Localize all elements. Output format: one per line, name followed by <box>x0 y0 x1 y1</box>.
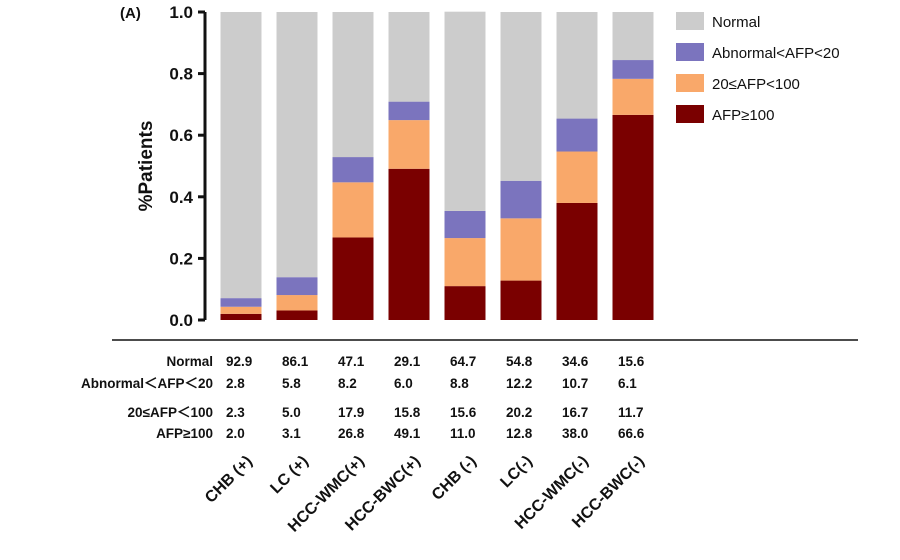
bar-segment-series-1 <box>444 238 486 287</box>
bar-segment-series-0 <box>444 286 486 320</box>
bar-segment-series-0 <box>220 313 262 320</box>
bar-segment-series-2 <box>500 180 542 219</box>
bar-segment-series-0 <box>556 202 598 320</box>
y-axis: 0.0 0.2 0.4 0.6 0.8 1.0 <box>169 3 207 330</box>
table-cell: 15.6 <box>450 405 477 420</box>
bar-segment-series-1 <box>276 295 318 311</box>
legend-swatch <box>676 12 704 30</box>
bar-segment-series-3 <box>612 12 654 61</box>
y-tick-label: 1.0 <box>169 3 193 22</box>
table-cell: 66.6 <box>618 426 645 441</box>
bar-segment-series-0 <box>612 114 654 320</box>
bar-segment-series-1 <box>332 182 374 238</box>
y-axis-label: %Patients <box>136 121 157 212</box>
table-cell: 92.9 <box>226 354 252 369</box>
legend: Normal Abnormal<AFP<20 20≤AFP<100 AFP≥100 <box>676 12 840 124</box>
bar-segment-series-2 <box>612 60 654 79</box>
table-cell: 16.7 <box>562 405 588 420</box>
table-cell: 34.6 <box>562 354 589 369</box>
legend-swatch <box>676 43 704 61</box>
legend-label: AFP≥100 <box>712 107 774 124</box>
legend-swatch <box>676 74 704 92</box>
bar-segment-series-0 <box>332 237 374 320</box>
table-cell: 11.7 <box>618 405 644 420</box>
bar-segment-series-1 <box>500 218 542 281</box>
table-cell: 38.0 <box>562 426 588 441</box>
table-cell: 2.0 <box>226 426 245 441</box>
table-cell: 86.1 <box>282 354 309 369</box>
y-tick-label: 0.0 <box>169 311 193 330</box>
x-category-labels: CHB (+) LC (+)HCC-WMC(+)HCC-BWC(+) CHB (-)… <box>202 453 648 536</box>
bar-segment-series-3 <box>388 12 430 102</box>
x-category-label: CHB (+) <box>202 453 256 507</box>
table-cell: 3.1 <box>282 426 301 441</box>
bar-segment-series-3 <box>220 12 262 299</box>
table-cell: 49.1 <box>394 426 421 441</box>
bar-segment-series-2 <box>332 157 374 183</box>
bar-segment-series-2 <box>556 118 598 152</box>
bar-segment-series-0 <box>276 310 318 320</box>
y-tick-label: 0.4 <box>169 188 193 207</box>
y-tick-label: 0.8 <box>169 65 193 84</box>
bar-segment-series-3 <box>444 11 486 211</box>
data-table: Normal 92.9 86.1 47.1 29.1 64.7 54.8 34.6 15.6 Ab… <box>81 354 645 441</box>
legend-label: 20≤AFP<100 <box>712 76 800 93</box>
table-cell: 15.6 <box>618 354 645 369</box>
bar-segment-series-0 <box>500 280 542 320</box>
table-row-label: AFP≥100 <box>156 426 213 441</box>
bar-segment-series-3 <box>500 12 542 181</box>
bar-segment-series-1 <box>388 120 430 169</box>
bar-segment-series-3 <box>276 12 318 278</box>
legend-swatch <box>676 105 704 123</box>
table-cell: 26.8 <box>338 426 365 441</box>
bar-segment-series-2 <box>388 101 430 121</box>
bar-segment-series-3 <box>556 12 598 119</box>
legend-label: Abnormal<AFP<20 <box>712 45 840 62</box>
table-cell: 64.7 <box>450 354 476 369</box>
table-cell: 20.2 <box>506 405 532 420</box>
x-category-label: LC(-) <box>497 453 535 491</box>
legend-label: Normal <box>712 14 760 31</box>
table-cell: 12.2 <box>506 376 532 391</box>
table-cell: 17.9 <box>338 405 364 420</box>
y-tick-label: 0.2 <box>169 249 193 268</box>
table-cell: 6.0 <box>394 376 413 391</box>
table-cell: 11.0 <box>450 426 476 441</box>
table-cell: 2.8 <box>226 376 245 391</box>
table-cell: 2.3 <box>226 405 245 420</box>
bar-segment-series-1 <box>612 78 654 115</box>
panel-label: (A) <box>120 5 141 22</box>
table-cell: 8.2 <box>338 376 357 391</box>
table-cell: 10.7 <box>562 376 588 391</box>
bar-segment-series-2 <box>444 210 486 239</box>
bar-segment-series-1 <box>220 306 262 314</box>
bar-segment-series-2 <box>220 298 262 307</box>
bars <box>220 11 654 320</box>
table-row-label: Abnormal＜AFP＜20 <box>81 376 213 391</box>
bar-segment-series-1 <box>556 151 598 203</box>
table-cell: 8.8 <box>450 376 469 391</box>
table-row-label: 20≤AFP＜100 <box>128 405 213 420</box>
y-tick-label: 0.6 <box>169 126 193 145</box>
table-cell: 12.8 <box>506 426 533 441</box>
table-row-label: Normal <box>166 354 213 369</box>
x-category-label: CHB (-) <box>429 453 480 504</box>
x-category-label: LC (+) <box>267 453 311 497</box>
bar-segment-series-3 <box>332 12 374 158</box>
table-cell: 5.8 <box>282 376 301 391</box>
bar-segment-series-2 <box>276 277 318 296</box>
table-cell: 29.1 <box>394 354 421 369</box>
table-cell: 6.1 <box>618 376 637 391</box>
table-cell: 47.1 <box>338 354 365 369</box>
table-cell: 15.8 <box>394 405 421 420</box>
table-cell: 5.0 <box>282 405 301 420</box>
table-cell: 54.8 <box>506 354 533 369</box>
bar-segment-series-0 <box>388 168 430 320</box>
